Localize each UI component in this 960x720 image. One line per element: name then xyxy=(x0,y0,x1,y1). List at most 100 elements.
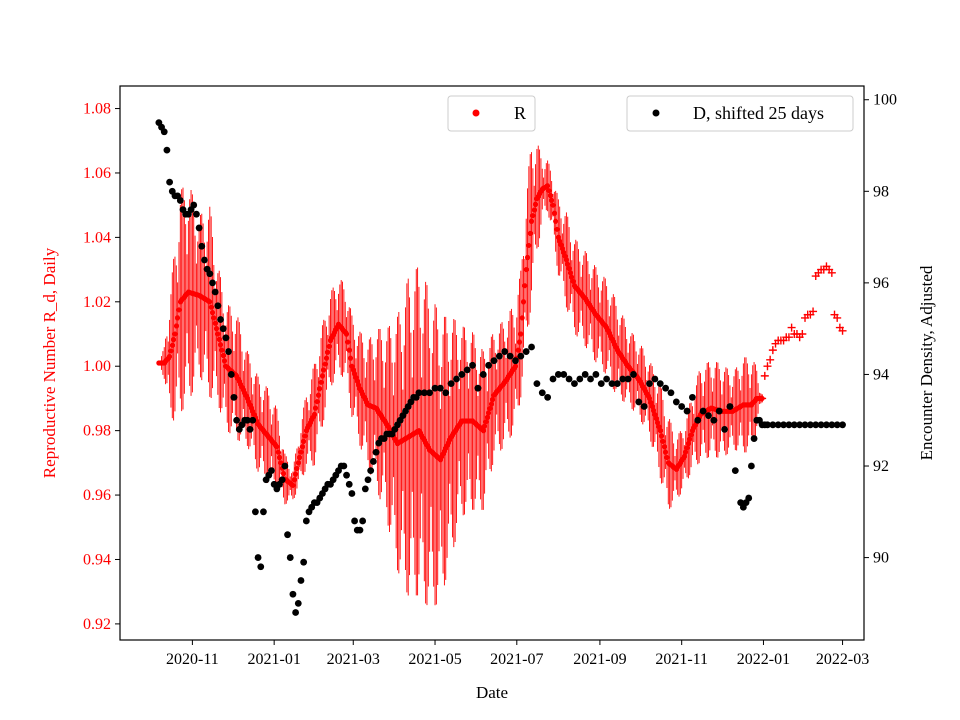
d-point xyxy=(431,384,439,392)
d-point xyxy=(225,348,232,355)
d-point xyxy=(705,412,712,420)
d-point xyxy=(603,375,611,383)
x-tick-label: 2021-03 xyxy=(327,651,380,668)
d-point xyxy=(624,375,632,383)
r-point xyxy=(207,299,213,305)
r-point xyxy=(681,453,687,460)
d-point xyxy=(731,467,739,474)
d-point xyxy=(479,371,487,378)
d-point xyxy=(343,471,350,479)
d-point xyxy=(747,462,755,470)
r-point xyxy=(653,415,659,422)
d-point xyxy=(549,375,557,383)
r-point xyxy=(299,444,305,450)
d-point xyxy=(284,531,291,539)
r-point xyxy=(216,336,222,342)
left-y-tick-label: 0.96 xyxy=(83,487,111,504)
r-point xyxy=(215,331,221,337)
r-point xyxy=(325,349,331,355)
d-point xyxy=(286,554,294,561)
r-plus-point xyxy=(784,333,793,342)
r-point xyxy=(208,304,214,310)
r-point xyxy=(523,266,529,273)
d-point xyxy=(268,467,275,474)
plot-frame xyxy=(119,85,865,641)
r-point xyxy=(274,444,280,450)
right-y-tick-label: 96 xyxy=(873,275,889,292)
d-point xyxy=(517,352,525,360)
d-point xyxy=(560,371,568,378)
r-point xyxy=(526,242,532,249)
d-point xyxy=(581,371,589,378)
r-point xyxy=(321,367,327,373)
d-point xyxy=(364,476,372,484)
r-point xyxy=(528,218,535,224)
d-point xyxy=(348,490,356,497)
legend-r-label: R xyxy=(514,103,526,123)
d-point xyxy=(587,375,594,383)
r-point xyxy=(524,254,531,261)
r-point xyxy=(209,309,216,316)
r-plus-point xyxy=(838,326,847,335)
d-point xyxy=(817,421,825,429)
d-point xyxy=(198,242,206,250)
r-point xyxy=(212,320,218,326)
r-point xyxy=(551,210,557,216)
d-point xyxy=(613,380,621,388)
d-point xyxy=(420,389,428,397)
r-point xyxy=(172,331,178,337)
d-point xyxy=(485,361,493,369)
r-point xyxy=(487,405,493,412)
right-y-tick-label: 94 xyxy=(873,366,889,383)
d-point xyxy=(233,416,241,424)
r-point xyxy=(314,399,320,405)
d-point xyxy=(367,467,375,474)
d-point xyxy=(257,563,265,571)
r-point xyxy=(323,355,330,361)
d-point xyxy=(372,448,380,456)
r-point xyxy=(563,257,570,263)
legend-r-box xyxy=(447,95,536,132)
r-point xyxy=(663,449,669,455)
r-point xyxy=(683,449,689,455)
r-point xyxy=(565,261,571,267)
d-point xyxy=(501,348,509,355)
d-point xyxy=(230,393,238,401)
d-point xyxy=(243,416,251,424)
left-y-tick-label: 1.00 xyxy=(83,358,111,375)
r-plus-point xyxy=(798,330,807,339)
r-point xyxy=(549,197,555,203)
r-point xyxy=(291,477,297,483)
r-point xyxy=(301,438,307,444)
d-point xyxy=(351,517,358,525)
r-point xyxy=(290,482,296,488)
d-point xyxy=(592,371,600,378)
r-extrapolated-points xyxy=(758,262,847,403)
x-tick-label: 2022-03 xyxy=(816,651,869,668)
r-point xyxy=(660,438,666,444)
r-point xyxy=(658,433,665,439)
left-y-tick-label: 1.04 xyxy=(83,229,111,246)
d-point xyxy=(490,357,498,365)
d-point xyxy=(193,210,200,218)
x-axis: 2020-11 2021-01 2021-03 2021-05 2021-07 2021-… xyxy=(166,640,869,668)
left-y-tick-label: 1.02 xyxy=(83,294,111,311)
d-point xyxy=(651,375,659,383)
d-point xyxy=(474,384,482,392)
r-point xyxy=(167,353,173,360)
r-point xyxy=(171,337,177,343)
d-point xyxy=(646,380,653,388)
d-point xyxy=(769,421,777,429)
r-plus-point xyxy=(787,323,796,332)
d-point xyxy=(436,384,444,392)
d-point xyxy=(721,425,728,433)
r-point xyxy=(483,419,489,425)
legend-d-label: D, shifted 25 days xyxy=(693,103,824,123)
r-point xyxy=(326,343,332,349)
left-y-tick-label: 0.94 xyxy=(83,551,111,568)
d-point xyxy=(689,393,696,401)
d-point xyxy=(785,421,793,429)
r-point xyxy=(646,395,653,402)
left-y-tick-label: 1.06 xyxy=(83,165,111,182)
r-point xyxy=(297,454,303,461)
